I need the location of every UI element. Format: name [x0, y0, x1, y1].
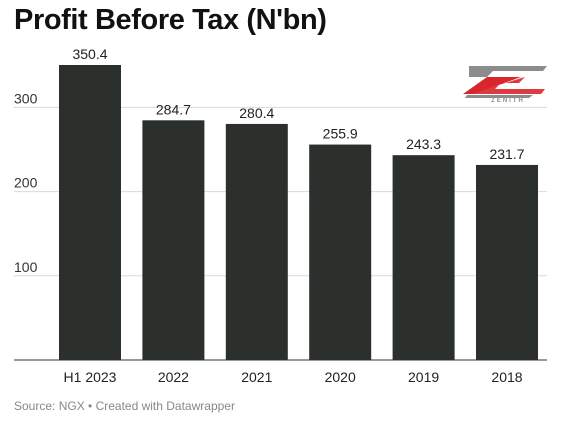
y-tick-label: 200: [14, 175, 38, 191]
bar: [225, 123, 288, 360]
data-label: 284.7: [156, 101, 191, 117]
bar: [142, 120, 205, 360]
bar: [392, 155, 455, 360]
x-tick-label: 2021: [241, 369, 272, 385]
data-label: 231.7: [489, 146, 524, 162]
chart-title: Profit Before Tax (N'bn): [14, 4, 327, 36]
zenith-logo: ZENITH: [463, 63, 553, 104]
bar: [309, 144, 372, 360]
svg-text:ZENITH: ZENITH: [491, 98, 525, 103]
data-labels: 350.4 284.7 280.4 255.9 243.3 231.7: [72, 46, 524, 162]
data-label: 350.4: [72, 46, 107, 62]
x-tick-label: 2020: [325, 369, 356, 385]
zenith-logo-mark: ZENITH: [463, 66, 547, 104]
data-label: 280.4: [239, 105, 274, 121]
bar: [59, 65, 121, 360]
y-tick-label: 300: [14, 90, 38, 106]
bar: [476, 164, 538, 360]
x-tick-label: 2022: [158, 369, 189, 385]
x-tick-label: 2018: [491, 369, 522, 385]
y-tick-label: 100: [14, 259, 38, 275]
x-tick-label: H1 2023: [64, 369, 117, 385]
axis-labels: 100 200 300 H1 2023 2022 2021 2020 2019 2018: [14, 90, 523, 385]
data-label: 255.9: [323, 126, 358, 142]
x-tick-label: 2019: [408, 369, 439, 385]
bars: [59, 65, 538, 360]
source-note: Source: NGX • Created with Datawrapper: [14, 399, 235, 413]
data-label: 243.3: [406, 136, 441, 152]
